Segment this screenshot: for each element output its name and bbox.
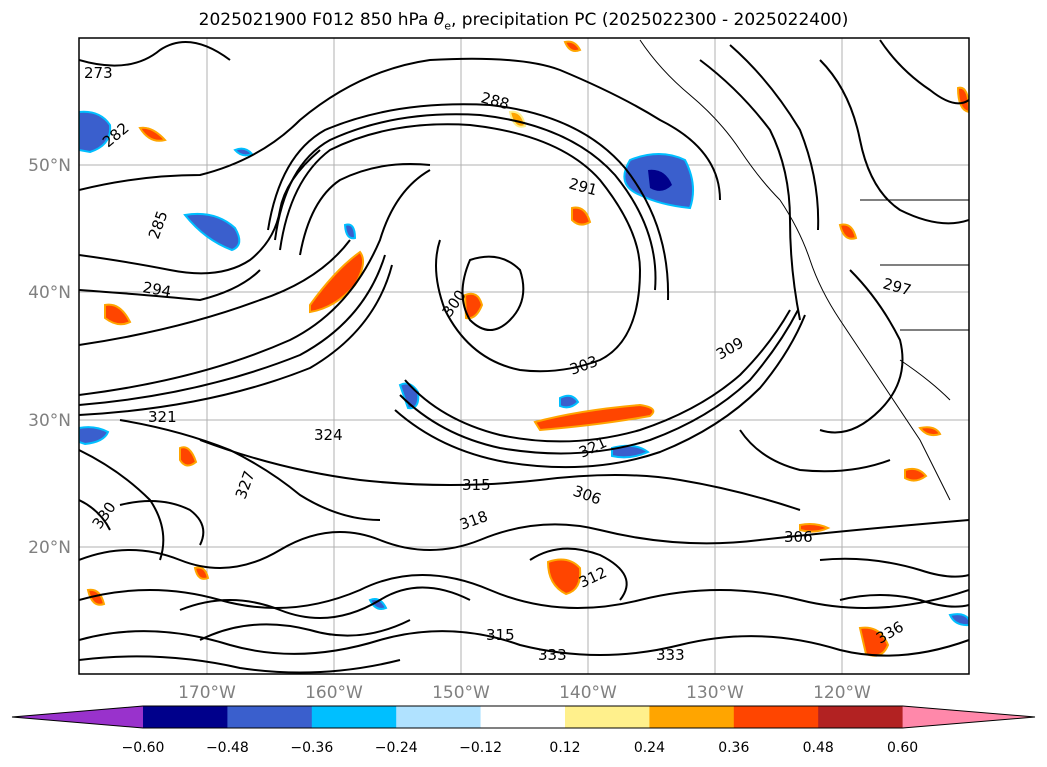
map-plot-area: 273 282 288 291 285 294 300 303 306 309 … [79,38,969,674]
colorbar-tick: −0.36 [290,740,333,756]
contour-label: 333 [656,646,685,664]
colorbar-tick: 0.36 [718,740,749,756]
coastlines [639,39,969,501]
colorbar-tick: 0.24 [634,740,665,756]
colorbar-segment [480,706,566,728]
contour-label: 315 [486,626,515,644]
lon-label: 130°W [686,683,744,703]
colorbar-segments [11,705,1036,729]
colorbar-segment [733,706,819,728]
precip-positive-patches [86,40,969,657]
latitude-axis: 50°N 40°N 30°N 20°N [28,156,71,558]
lon-label: 120°W [813,683,871,703]
colorbar-outline [11,705,1036,729]
contour-label: 273 [84,64,113,82]
colorbar-tick: −0.60 [122,740,165,756]
contour-label: 294 [141,278,172,301]
colorbar-tick: −0.12 [459,740,502,756]
lat-label: 30°N [28,411,71,431]
lon-label: 140°W [559,683,617,703]
theta-e-contours [79,39,969,674]
colorbar-tick-labels: −0.60 −0.48 −0.36 −0.24 −0.12 0.12 0.24 … [122,740,919,756]
colorbar-segment [143,706,228,728]
contour-label: 315 [462,476,491,494]
colorbar-tick: −0.24 [375,740,418,756]
lon-label: 170°W [178,683,236,703]
lat-label: 50°N [28,156,71,176]
colorbar-segment [649,706,735,728]
colorbar-segment [565,706,650,728]
colorbar: −0.60 −0.48 −0.36 −0.24 −0.12 0.12 0.24 … [11,705,1036,756]
colorbar-tick: −0.48 [206,740,249,756]
colorbar-segment [818,706,904,728]
colorbar-segment [311,706,397,728]
precip-negative-patches [79,110,969,627]
contour-label: 333 [538,646,567,664]
colorbar-segment [227,706,313,728]
lat-label: 20°N [28,538,71,558]
lon-label: 150°W [432,683,490,703]
colorbar-tick: 0.12 [549,740,580,756]
colorbar-segment [396,706,482,728]
plot-frame [78,37,970,675]
colorbar-tick: 0.48 [803,740,834,756]
colorbar-tick: 0.60 [887,740,918,756]
lat-label: 40°N [28,283,71,303]
contour-label: 324 [314,426,343,444]
map-title: 2025021900 F012 850 hPa θe, precipitatio… [198,10,849,33]
lon-label: 160°W [305,683,363,703]
longitude-axis: 170°W 160°W 150°W 140°W 130°W 120°W [178,683,871,703]
colorbar-extend-high [902,706,1035,728]
contour-label: 306 [784,528,813,546]
colorbar-extend-low [12,706,143,728]
contour-label: 321 [148,408,177,426]
